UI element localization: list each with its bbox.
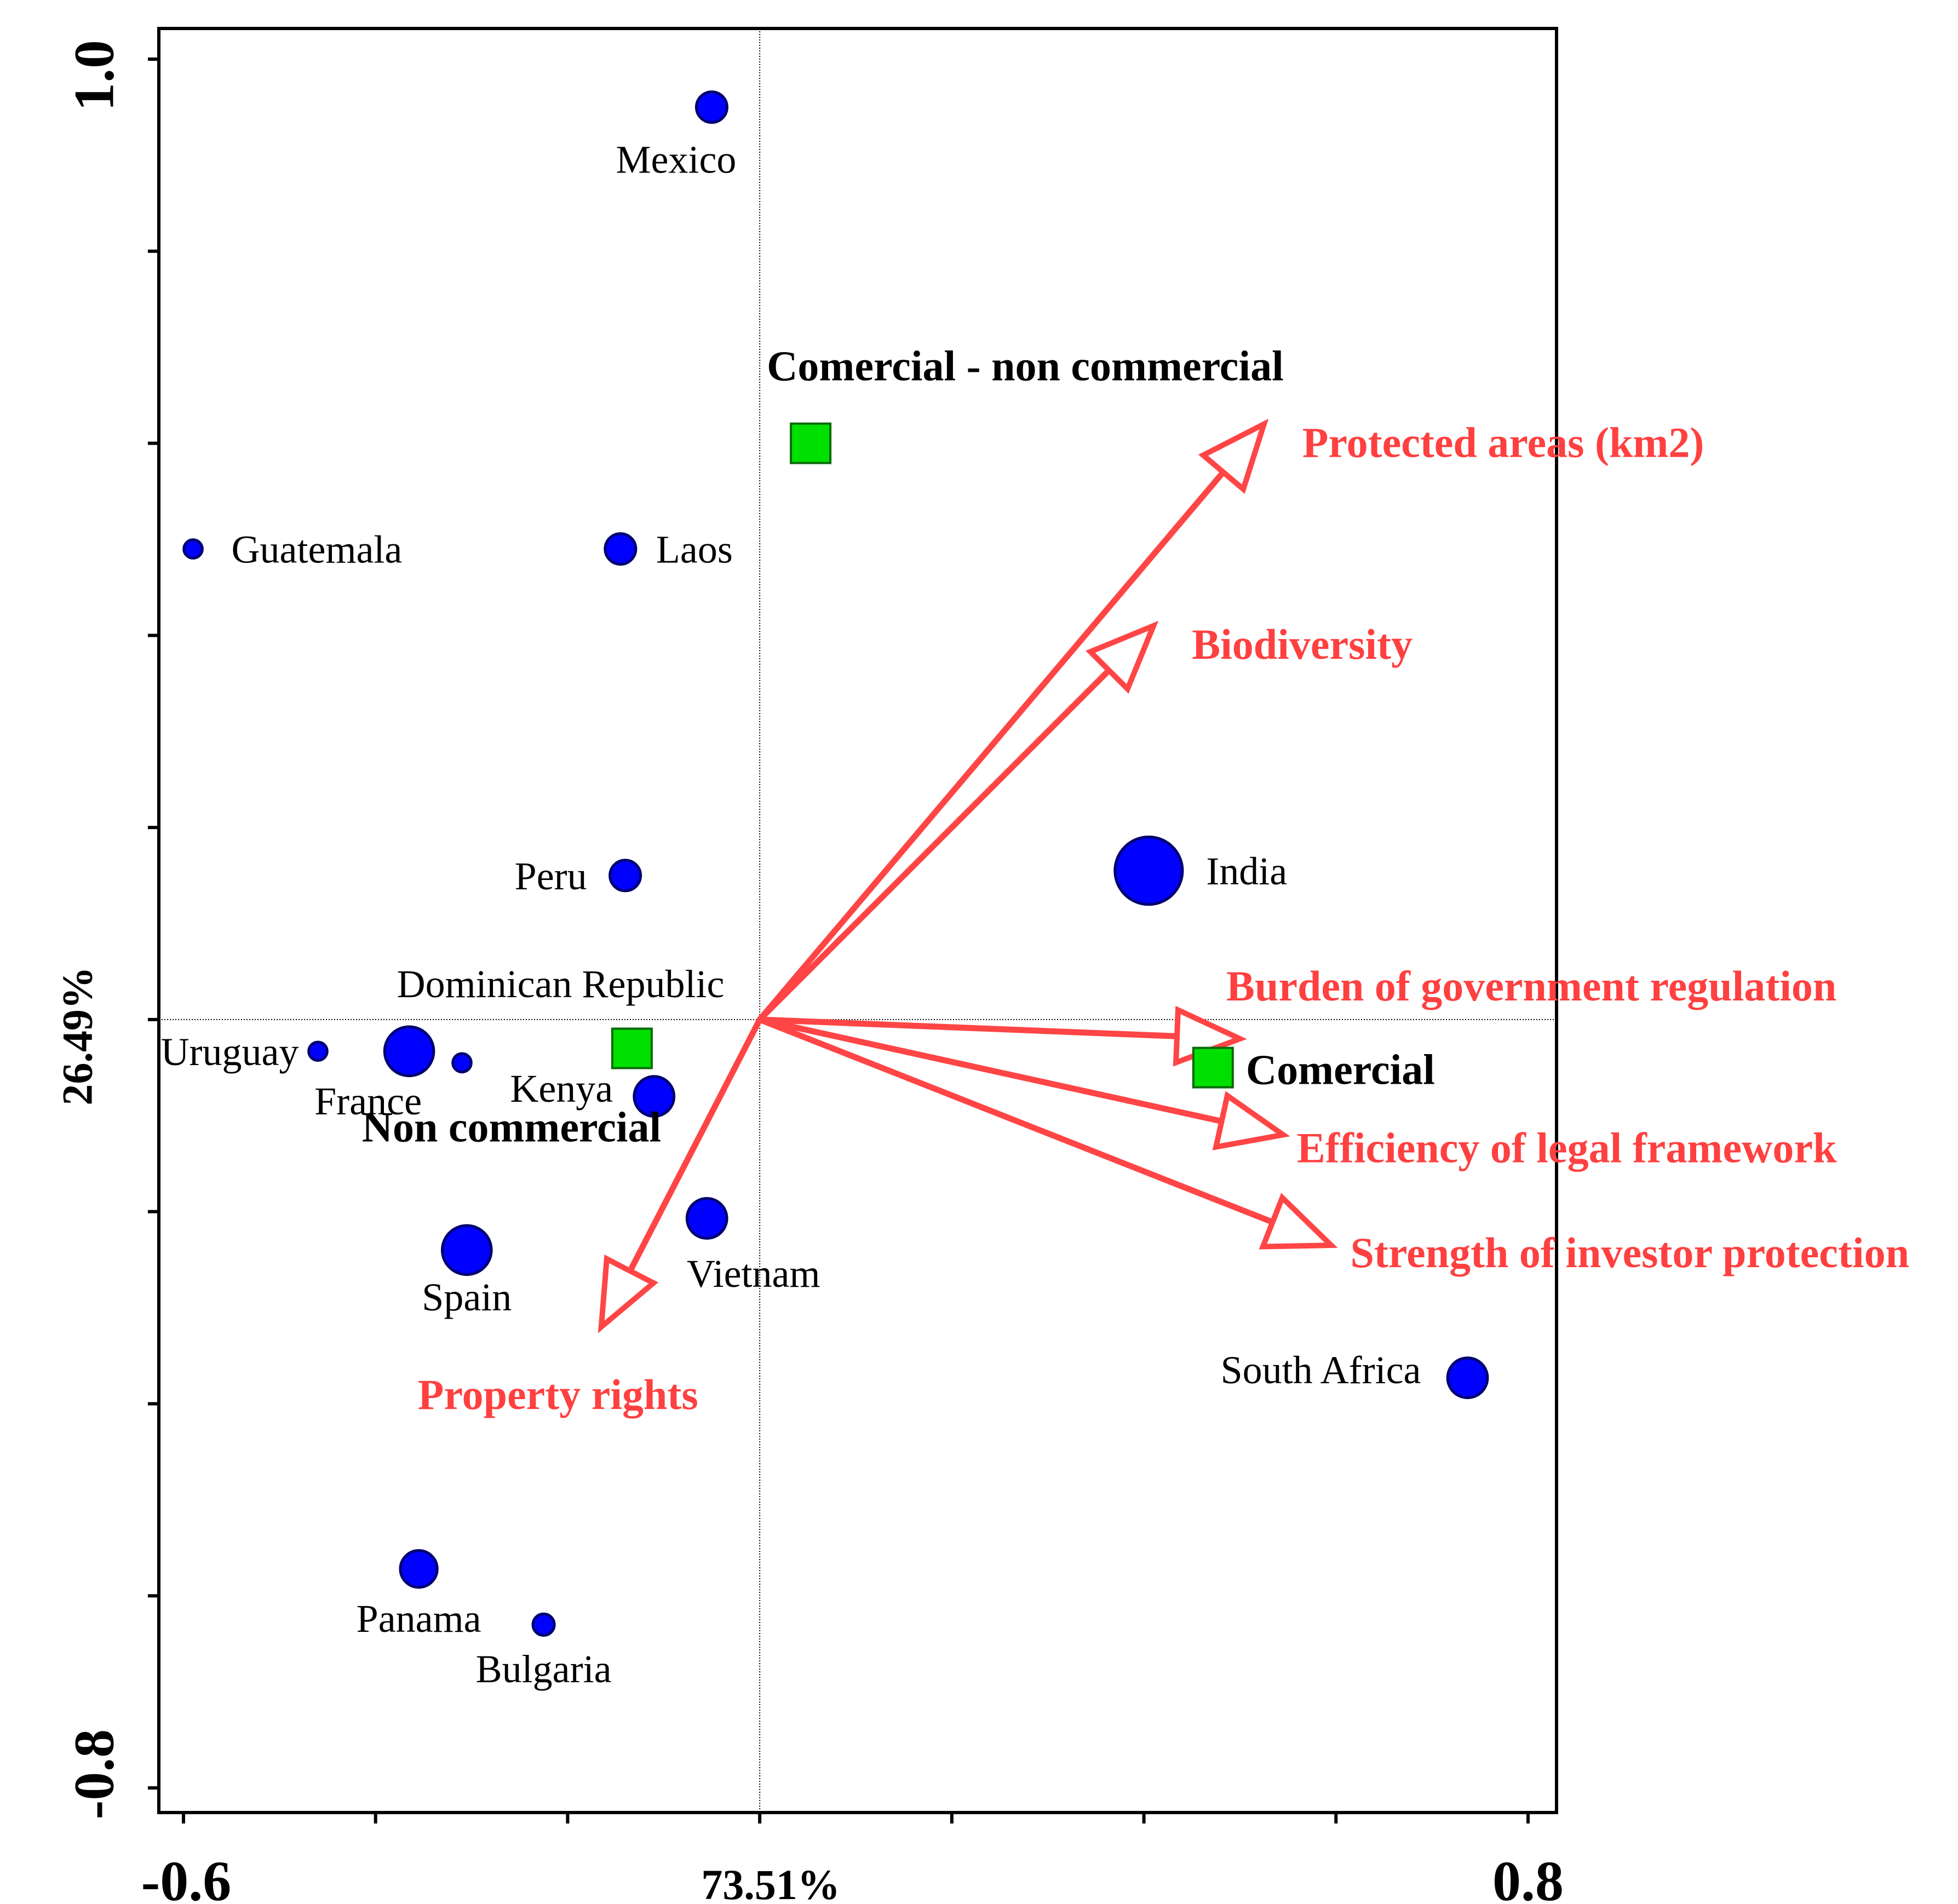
vector-label-burden-of-government-regulation: Burden of government regulation <box>1226 962 1836 1010</box>
centroid-label-non-commercial: Non commercial <box>362 1103 662 1151</box>
vector-label-protected-areas-km2: Protected areas (km2) <box>1302 418 1704 466</box>
vector-line-protected-areas-km2 <box>756 469 1226 1023</box>
sample-point-dominican-republic <box>451 1052 473 1074</box>
sample-label-dominican-republic: Dominican Republic <box>397 962 725 1006</box>
sample-point-laos <box>604 532 638 566</box>
sample-label-france: France <box>314 1079 422 1123</box>
sample-label-panama: Panama <box>357 1597 481 1641</box>
sample-points <box>182 90 1489 1637</box>
vector-line-efficiency-of-legal-framework <box>756 1016 1225 1125</box>
sample-label-kenya: Kenya <box>510 1067 613 1111</box>
sample-label-laos: Laos <box>656 527 733 571</box>
centroid-marker-comercial-non-commercial <box>790 422 832 464</box>
sample-label-bulgaria: Bulgaria <box>476 1647 612 1691</box>
vector-arrowhead-biodiversity <box>1086 620 1159 694</box>
vector-line-biodiversity <box>756 667 1112 1023</box>
sample-point-uruguay <box>307 1040 329 1062</box>
sample-point-france <box>383 1025 435 1078</box>
sample-label-south-africa: South Africa <box>1221 1348 1421 1392</box>
sample-label-peru: Peru <box>515 854 587 898</box>
sample-label-spain: Spain <box>422 1275 512 1319</box>
centroid-markers <box>611 422 1234 1089</box>
x-tick-label-min: -0.6 <box>141 1850 232 1904</box>
centroid-marker-non-commercial <box>611 1027 653 1069</box>
sample-label-mexico: Mexico <box>616 138 736 182</box>
point-labels: Mexico Guatemala Laos Peru India Uruguay Franc… <box>161 138 1435 1691</box>
sample-point-mexico <box>694 90 728 124</box>
vector-label-biodiversity: Biodiversity <box>1192 620 1412 668</box>
vector-label-efficiency-of-legal-framework: Efficiency of legal framework <box>1297 1124 1837 1171</box>
sample-point-spain <box>441 1224 493 1276</box>
x-tick-label-max: 0.8 <box>1492 1850 1564 1904</box>
x-axis-title: 73.51% <box>701 1861 840 1904</box>
sample-point-guatemala <box>182 538 204 560</box>
axis-ticks <box>148 57 1530 1824</box>
vector-arrowhead-protected-areas-km2 <box>1198 418 1269 494</box>
sample-label-guatemala: Guatemala <box>232 527 403 571</box>
vector-line-property-rights <box>627 1016 763 1274</box>
sample-label-uruguay: Uruguay <box>161 1030 299 1074</box>
vector-arrowhead-strength-of-investor-protection <box>1259 1193 1338 1250</box>
sample-point-peru <box>608 859 642 893</box>
sample-point-kenya <box>633 1075 676 1118</box>
sample-point-bulgaria <box>531 1612 556 1637</box>
y-tick-label-min: -0.8 <box>62 1729 125 1820</box>
sample-point-india <box>1113 835 1184 906</box>
vector-line-burden-of-government-regulation <box>756 1016 1180 1039</box>
y-axis-title: 26.49% <box>53 967 101 1106</box>
centroid-label-comercial: Comercial <box>1246 1046 1435 1094</box>
centroid-label-comercial-non-commercial: Comercial - non commercial <box>767 342 1284 390</box>
centroid-marker-comercial <box>1192 1046 1234 1089</box>
vector-arrows: Protected areas (km2) Biodiversity Burden … <box>418 418 1909 1418</box>
sample-label-vietnam: Vietnam <box>687 1252 820 1296</box>
sample-label-india: India <box>1206 849 1287 893</box>
vector-label-strength-of-investor-protection: Strength of investor protection <box>1351 1229 1909 1276</box>
sample-point-vietnam <box>685 1197 728 1240</box>
sample-point-south-africa <box>1446 1356 1489 1399</box>
plot-frame <box>157 27 1558 1814</box>
vector-label-property-rights: Property rights <box>418 1371 698 1418</box>
vector-arrowhead-property-rights <box>598 1255 659 1333</box>
vector-line-strength-of-investor-protection <box>756 1016 1276 1226</box>
y-tick-label-max: 1.0 <box>62 40 125 111</box>
vector-arrowhead-efficiency-of-legal-framework <box>1212 1091 1290 1151</box>
sample-point-panama <box>399 1549 439 1589</box>
